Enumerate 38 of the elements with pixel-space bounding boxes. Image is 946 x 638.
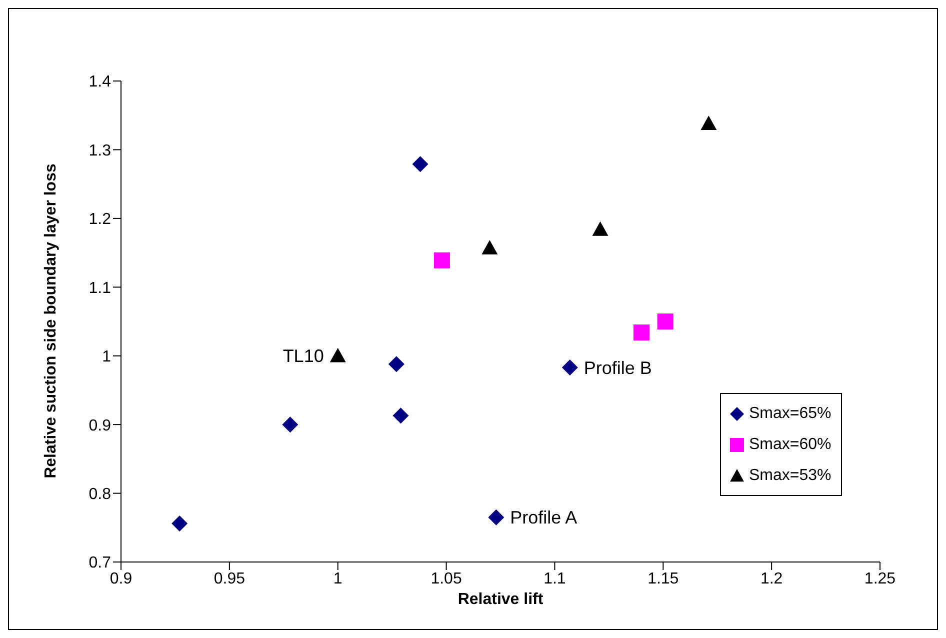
y-tick-label: 1 [102, 348, 112, 366]
y-tick-label: 1.3 [88, 142, 112, 160]
x-tick-label: 1.25 [864, 570, 896, 588]
y-axis-title: Relative suction side boundary layer loss [42, 164, 60, 478]
point [488, 509, 504, 526]
y-tick-label: 0.7 [88, 554, 112, 572]
y-tick-label: 0.9 [88, 417, 112, 434]
annotation: Profile B [584, 358, 652, 378]
point [330, 348, 346, 362]
x-tick-label: 1.1 [544, 570, 566, 588]
legend-label: Smax=65% [749, 404, 832, 422]
x-tick-label: 1.15 [648, 570, 679, 588]
annotation: Profile A [510, 508, 578, 528]
y-tick-label: 1.2 [88, 211, 112, 228]
point [562, 360, 578, 376]
x-tick-label: 1 [333, 570, 342, 588]
y-tick-label: 0.8 [88, 486, 112, 503]
point [412, 156, 428, 172]
x-tick-label: 0.9 [110, 570, 132, 588]
point [482, 240, 498, 254]
y-tick-label: 1.1 [88, 280, 112, 297]
point [172, 516, 188, 532]
point [282, 416, 298, 433]
annotation: TL10 [282, 346, 324, 366]
legend-label: Smax=53% [749, 466, 832, 484]
point [434, 252, 450, 268]
y-tick-label: 1.4 [88, 74, 112, 91]
legend-label: Smax=60% [749, 436, 832, 454]
point [700, 116, 717, 130]
x-axis-title: Relative lift [458, 591, 544, 608]
point [592, 221, 608, 236]
point [392, 408, 409, 424]
point [388, 356, 404, 372]
point [633, 324, 650, 340]
x-tick-label: 0.95 [214, 570, 246, 588]
x-tick-label: 1.2 [760, 570, 783, 588]
point [657, 314, 674, 330]
x-tick-label: 1.05 [430, 570, 462, 588]
